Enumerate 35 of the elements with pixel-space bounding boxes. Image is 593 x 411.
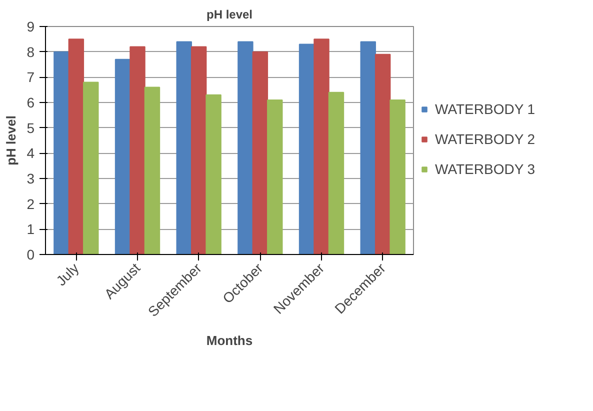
bar: [252, 51, 268, 254]
bar: [374, 54, 391, 254]
legend-label: WATERBODY 2: [435, 130, 536, 146]
legend-label: WATERBODY 3: [435, 160, 536, 176]
y-tick-label: 3: [26, 170, 35, 186]
bar: [176, 41, 192, 254]
bar: [298, 44, 315, 254]
y-tick-label: 7: [26, 69, 35, 86]
y-tick-label: 8: [26, 44, 35, 60]
x-axis-title: Months: [206, 333, 253, 348]
y-tick-label: 4: [26, 145, 35, 162]
y-tick-label: 1: [26, 221, 35, 238]
y-tick-label: 5: [26, 120, 35, 136]
bar: [390, 99, 406, 254]
bar: [54, 51, 70, 254]
y-axis-title: pH level: [4, 116, 19, 166]
bar: [328, 92, 344, 254]
bar: [114, 58, 131, 254]
bar: [130, 46, 146, 254]
bar: [83, 82, 99, 254]
chart-title: pH level: [206, 8, 253, 22]
y-tick-label: 0: [26, 246, 35, 262]
x-tick-label: July: [52, 260, 82, 289]
bar: [68, 38, 84, 254]
bar: [238, 41, 254, 254]
y-tick-label: 9: [26, 18, 35, 34]
legend-label: WATERBODY 1: [435, 100, 536, 116]
bar: [267, 99, 283, 254]
bar: [190, 46, 207, 254]
bar: [314, 38, 330, 254]
y-tick-label: 2: [26, 196, 35, 212]
bar: [144, 86, 160, 254]
bar: [206, 94, 222, 254]
y-tick-label: 6: [26, 94, 35, 110]
bar: [360, 41, 376, 254]
